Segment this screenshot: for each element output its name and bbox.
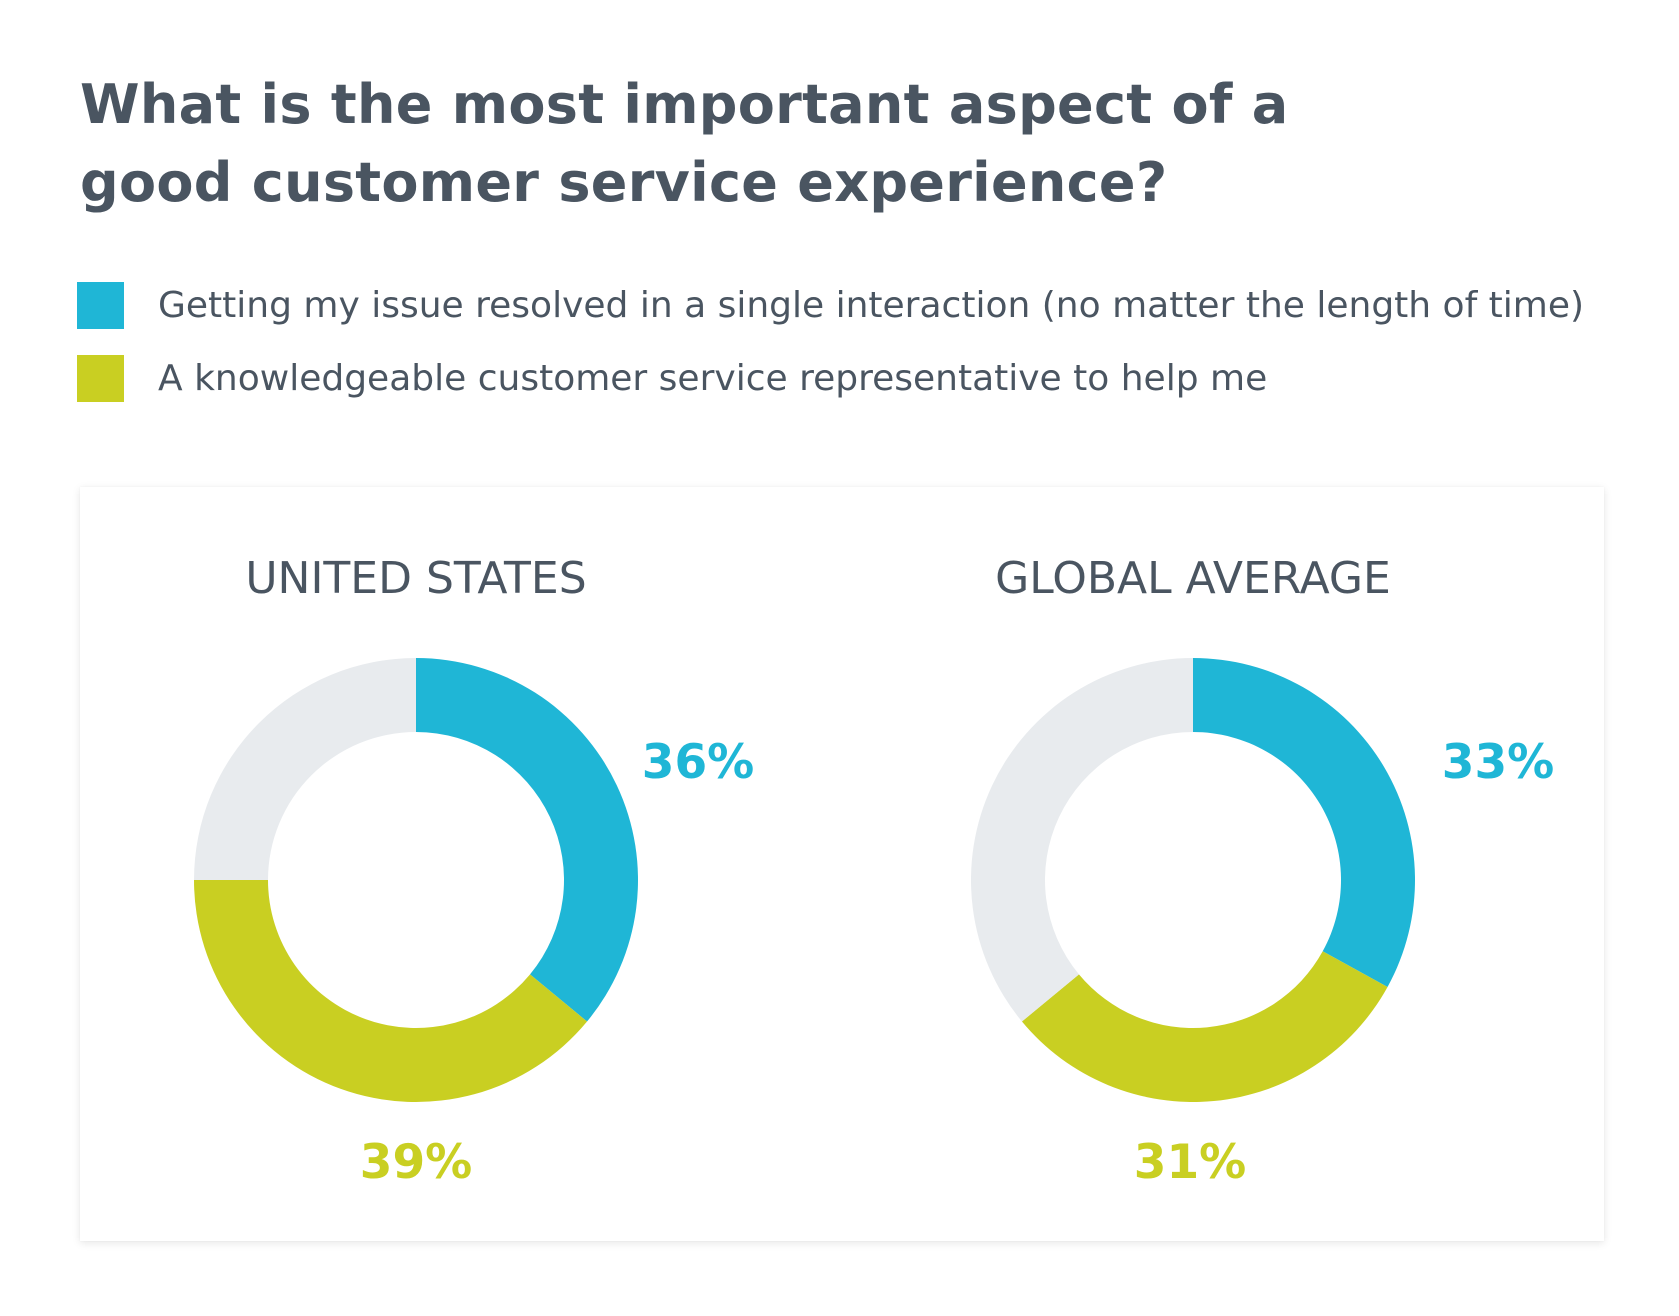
data-label-global-average-resolved: 33% <box>1442 735 1555 790</box>
data-label-global-average-knowledgeable: 31% <box>1134 1135 1247 1190</box>
donut-slice-united-states-resolved <box>416 658 638 1022</box>
chart-title-line-1: What is the most important aspect of a <box>80 73 1289 136</box>
panel-title-united-states: UNITED STATES <box>245 553 586 604</box>
data-label-united-states-knowledgeable: 39% <box>360 1135 473 1190</box>
chart-title: What is the most important aspect of a g… <box>80 66 1380 222</box>
legend-label-knowledgeable: A knowledgeable customer service represe… <box>158 358 1268 399</box>
donut-slice-united-states-other <box>194 658 416 880</box>
panel-title-global-average: GLOBAL AVERAGE <box>995 553 1391 604</box>
donut-slice-united-states-knowledgeable <box>194 880 588 1102</box>
donut-slice-global-average-resolved <box>1193 658 1416 987</box>
chart-title-line-2: good customer service experience? <box>80 151 1168 214</box>
legend-label-resolved: Getting my issue resolved in a single in… <box>158 285 1585 326</box>
data-label-united-states-resolved: 36% <box>642 735 755 790</box>
donut-slice-global-average-other <box>970 658 1193 1022</box>
donut-slice-global-average-knowledgeable <box>1021 951 1388 1102</box>
legend-swatch-knowledgeable <box>77 355 124 402</box>
donut-chart-global-average: GLOBAL AVERAGE 33% 31% <box>970 553 1555 1190</box>
legend-swatch-resolved <box>77 282 124 329</box>
donut-chart-united-states: UNITED STATES 36% 39% <box>194 553 754 1190</box>
